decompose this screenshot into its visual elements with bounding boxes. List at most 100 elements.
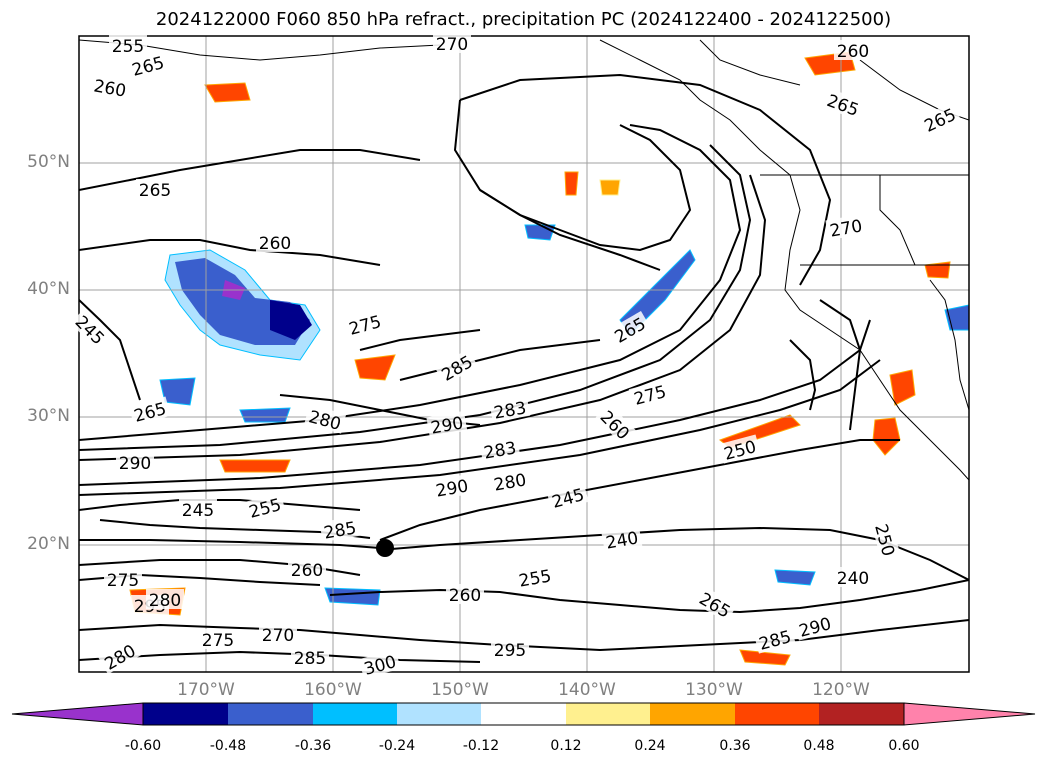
contour-label: 275 xyxy=(107,571,139,591)
contour-label-bg xyxy=(608,310,651,348)
colorbar-swatch xyxy=(228,703,313,725)
contour-label: 280 xyxy=(149,591,181,611)
contour-label-bg xyxy=(304,404,347,434)
contour-label-bg xyxy=(358,649,401,679)
contour-label: 245 xyxy=(182,501,214,521)
contour-label-bg xyxy=(601,525,643,553)
colorbar-swatch xyxy=(313,703,397,725)
contour-label-bg xyxy=(491,639,529,659)
contour-label-bg xyxy=(793,611,836,641)
colorbar-swatch xyxy=(650,703,735,725)
contour-label: 260 xyxy=(291,561,323,581)
colorbar-swatch xyxy=(819,703,904,725)
lon-label: 150°W xyxy=(431,680,489,700)
contour-label: 275 xyxy=(202,631,234,651)
contour-label-bg xyxy=(446,584,484,604)
colorbar-tick: -0.24 xyxy=(378,738,416,754)
colorbar-extend-low xyxy=(11,702,144,726)
colorbar-tick: 0.24 xyxy=(634,738,666,754)
precip-shading xyxy=(129,51,969,666)
lon-label: 170°W xyxy=(177,680,235,700)
contour-label-bg xyxy=(259,624,297,644)
colorbar-swatch xyxy=(143,703,228,725)
contour-label-bg xyxy=(718,434,761,464)
contour-label: 260 xyxy=(449,586,481,606)
colorbar-extend-high xyxy=(903,702,1036,726)
contour-label-bg xyxy=(825,213,867,241)
contour-label-bg xyxy=(291,647,329,667)
contour-label-bg xyxy=(546,482,589,512)
contour-label-bg xyxy=(319,515,361,543)
colorbar-swatch xyxy=(566,703,650,725)
contour-label-bg xyxy=(128,396,171,426)
contour-label-bg xyxy=(104,569,142,589)
colorbar-swatch xyxy=(735,703,819,725)
colorbar-swatch xyxy=(397,703,481,725)
contour-label: 295 xyxy=(494,641,526,661)
contour-label-bg xyxy=(199,629,237,649)
contour-label-bg xyxy=(288,559,326,579)
contour-label-bg xyxy=(136,179,174,199)
map-title: 2024122000 F060 850 hPa refract., precip… xyxy=(155,9,892,30)
contour-label-bg xyxy=(70,308,112,350)
contour-label-bg xyxy=(628,379,671,409)
colorbar-outline xyxy=(142,702,905,726)
cyclone-marker xyxy=(376,539,394,557)
contour-label-bg xyxy=(834,567,872,587)
contour-label: 285 xyxy=(294,649,326,669)
contour-label-bg xyxy=(109,35,147,55)
contour-label: 260 xyxy=(259,234,291,254)
lat-label: 20°N xyxy=(27,534,70,554)
contour-label-bg xyxy=(256,232,294,252)
lon-label: 160°W xyxy=(304,680,362,700)
contour-label-bg xyxy=(89,73,131,101)
contour-label-bg xyxy=(431,473,473,501)
colorbar-tick: -0.36 xyxy=(294,738,332,754)
contour-label-bg xyxy=(179,499,217,519)
contour-label-bg xyxy=(753,624,796,654)
contour-label-bg xyxy=(918,102,962,137)
contour-label-bg xyxy=(126,50,169,80)
contour-label-bg xyxy=(146,589,184,609)
colorbar-tick: -0.12 xyxy=(462,738,500,754)
colorbar-tick: 0.36 xyxy=(719,738,751,754)
contour-label-bg xyxy=(435,348,478,386)
contour-label: 265 xyxy=(139,181,171,201)
map-frame xyxy=(78,35,970,673)
contour-label-bg xyxy=(479,435,521,463)
contour-label-bg xyxy=(243,492,286,522)
contour-label-bg xyxy=(871,518,901,561)
colorbar-tick: -0.48 xyxy=(209,738,247,754)
colorbar-tick: 0.60 xyxy=(888,738,920,754)
lat-label: 50°N xyxy=(27,152,70,172)
contour-label-bg xyxy=(822,88,865,120)
contour-label-bg xyxy=(426,410,468,438)
lon-label: 140°W xyxy=(558,680,616,700)
contour-label-bg xyxy=(343,309,386,339)
contour-label-bg xyxy=(694,585,737,623)
contour-label: 290 xyxy=(119,454,151,474)
contour-label: 240 xyxy=(837,569,869,589)
contour-label-bg xyxy=(514,563,556,591)
lon-label: 120°W xyxy=(812,680,870,700)
colorbar-tick: -0.60 xyxy=(124,738,162,754)
contour-label-bg xyxy=(834,40,872,60)
colorbar-tick: 0.48 xyxy=(803,738,835,754)
contour-label: 255 xyxy=(112,37,144,57)
contour-label-bg xyxy=(489,467,531,495)
colorbar xyxy=(11,702,1036,726)
contour-label: 270 xyxy=(436,35,468,55)
contour-label: 270 xyxy=(262,626,294,646)
contour-label-bg xyxy=(595,403,637,445)
contour-label-bg xyxy=(116,452,154,472)
contour-label: 260 xyxy=(837,42,869,62)
colorbar-tick: 0.12 xyxy=(550,738,582,754)
lon-label: 130°W xyxy=(685,680,743,700)
lat-label: 30°N xyxy=(27,406,70,426)
lat-label: 40°N xyxy=(27,279,70,299)
colorbar-swatch xyxy=(481,703,566,725)
contour-label-bg xyxy=(98,637,141,675)
contour-label-bg xyxy=(489,395,531,423)
